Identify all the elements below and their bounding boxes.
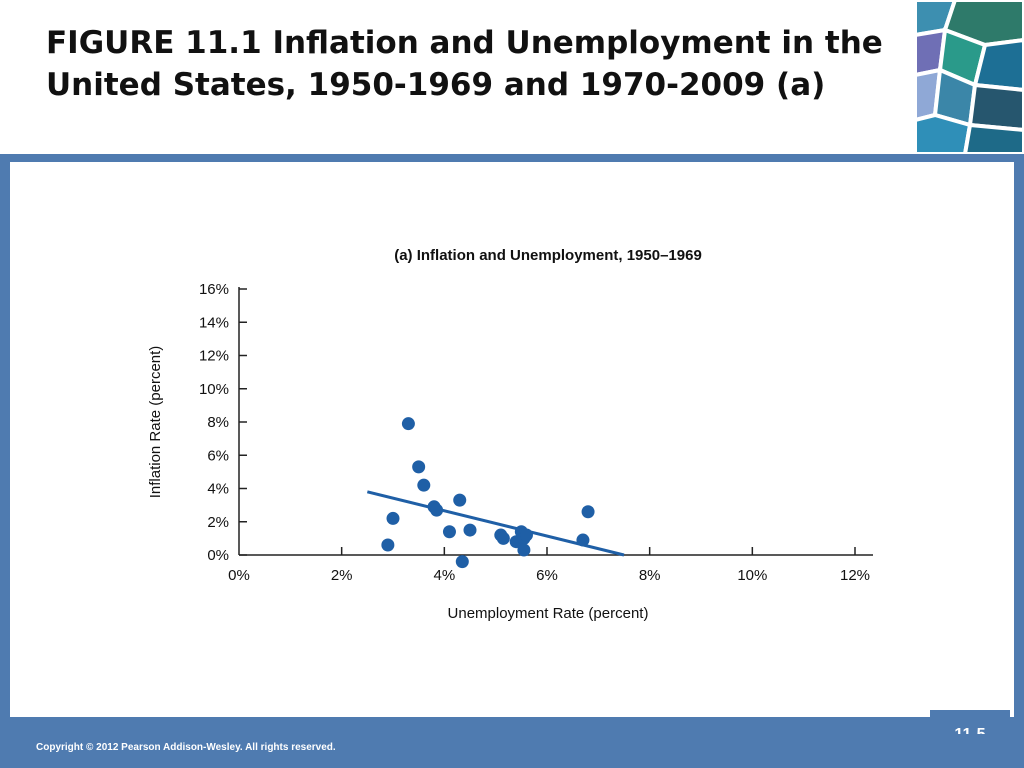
y-tick-label: 14% bbox=[199, 314, 229, 331]
data-point bbox=[453, 493, 467, 507]
y-tick-label: 6% bbox=[207, 447, 229, 464]
data-points bbox=[381, 417, 595, 569]
x-tick-label: 10% bbox=[737, 567, 767, 584]
data-point bbox=[386, 511, 400, 525]
x-tick-label: 2% bbox=[331, 567, 353, 584]
data-point bbox=[412, 460, 426, 474]
data-point bbox=[381, 538, 395, 552]
slide-title: FIGURE 11.1 Inflation and Unemployment i… bbox=[46, 25, 883, 103]
x-tick-label: 4% bbox=[433, 567, 455, 584]
x-tick-label: 8% bbox=[639, 567, 661, 584]
x-tick-label: 6% bbox=[536, 567, 558, 584]
data-point bbox=[442, 525, 456, 539]
data-point bbox=[496, 531, 510, 545]
y-tick-label: 4% bbox=[207, 481, 229, 498]
data-point bbox=[401, 417, 415, 431]
x-tick-label: 12% bbox=[840, 567, 870, 584]
y-tick-label: 10% bbox=[199, 381, 229, 398]
x-tick-label: 0% bbox=[228, 567, 250, 584]
decorative-mosaic-image bbox=[915, 0, 1024, 154]
content-frame: (a) Inflation and Unemployment, 1950–196… bbox=[0, 154, 1024, 734]
scatter-chart: (a) Inflation and Unemployment, 1950–196… bbox=[147, 247, 873, 622]
data-point bbox=[417, 478, 431, 492]
chart-title: (a) Inflation and Unemployment, 1950–196… bbox=[394, 247, 702, 264]
y-tick-label: 2% bbox=[207, 514, 229, 531]
data-point bbox=[430, 503, 444, 517]
data-point bbox=[519, 528, 533, 542]
chart-panel: (a) Inflation and Unemployment, 1950–196… bbox=[10, 162, 1014, 717]
y-tick-label: 8% bbox=[207, 414, 229, 431]
data-point bbox=[517, 543, 531, 557]
y-tick-label: 0% bbox=[207, 547, 229, 564]
axes: 0% 2% 4% 6% 8% 10% 12% 14% 16% 0% 2% 4% 6% 8% 10% 12% bbox=[199, 281, 873, 584]
y-tick-label: 16% bbox=[199, 281, 229, 298]
data-point bbox=[581, 505, 595, 519]
data-point bbox=[463, 523, 477, 537]
data-point bbox=[455, 555, 469, 569]
x-axis-label: Unemployment Rate (percent) bbox=[448, 605, 649, 622]
copyright-notice: Copyright © 2012 Pearson Addison-Wesley.… bbox=[36, 742, 336, 753]
footer-bar: Copyright © 2012 Pearson Addison-Wesley.… bbox=[0, 734, 1024, 768]
y-axis-label: Inflation Rate (percent) bbox=[147, 346, 164, 499]
y-tick-label: 12% bbox=[199, 348, 229, 365]
data-point bbox=[576, 533, 590, 547]
